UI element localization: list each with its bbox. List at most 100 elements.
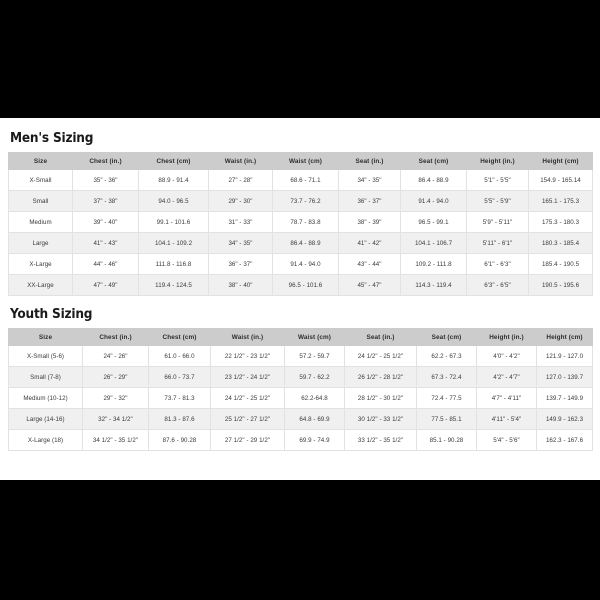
letterbox-bottom: [0, 480, 600, 600]
column-header-waist-cm: Waist (cm): [284, 328, 345, 346]
cell-chest-cm: 104.1 - 109.2: [138, 232, 209, 254]
cell-size: X-Large: [8, 253, 73, 275]
cell-seat-in: 26 1/2" - 28 1/2": [344, 366, 417, 388]
letterbox-top: [0, 0, 600, 118]
cell-chest-in: 35" - 36": [72, 169, 139, 191]
cell-seat-in: 24 1/2" - 25 1/2": [344, 345, 417, 367]
cell-waist-in: 31" - 33": [208, 211, 273, 233]
cell-height-cm: 154.9 - 165.14: [528, 169, 593, 191]
cell-waist-cm: 69.9 - 74.9: [284, 429, 345, 451]
cell-seat-cm: 109.2 - 111.8: [400, 253, 467, 275]
cell-waist-cm: 68.6 - 71.1: [272, 169, 339, 191]
column-header-height-cm: Height (cm): [528, 152, 593, 170]
section-title-youth: Youth Sizing: [10, 306, 93, 322]
table-row: X-Large (18) 34 1/2" - 35 1/2" 87.6 - 90…: [8, 429, 593, 451]
cell-chest-in: 26" - 29": [82, 366, 149, 388]
cell-waist-in: 25 1/2" - 27 1/2": [210, 408, 285, 430]
column-header-seat-cm: Seat (cm): [400, 152, 467, 170]
cell-height-in: 5'4" - 5'6": [476, 429, 537, 451]
table-header-row: Size Chest (in.) Chest (cm) Waist (in.) …: [8, 328, 593, 346]
cell-seat-in: 45" - 47": [338, 274, 401, 296]
mens-table-header: Size Chest (in.) Chest (cm) Waist (in.) …: [8, 152, 593, 170]
table-row: XX-Large 47" - 49" 119.4 - 124.5 38" - 4…: [8, 274, 593, 296]
cell-chest-cm: 66.0 - 73.7: [148, 366, 211, 388]
cell-waist-cm: 62.2-64.8: [284, 387, 345, 409]
column-header-waist-in: Waist (in.): [208, 152, 273, 170]
cell-height-in: 5'5" - 5'9": [466, 190, 529, 212]
cell-chest-cm: 94.0 - 96.5: [138, 190, 209, 212]
cell-seat-in: 38" - 39": [338, 211, 401, 233]
cell-chest-in: 41" - 43": [72, 232, 139, 254]
cell-height-cm: 185.4 - 190.5: [528, 253, 593, 275]
cell-waist-in: 23 1/2" - 24 1/2": [210, 366, 285, 388]
column-header-chest-in: Chest (in.): [72, 152, 139, 170]
column-header-waist-in: Waist (in.): [210, 328, 285, 346]
cell-seat-in: 28 1/2" - 30 1/2": [344, 387, 417, 409]
cell-waist-in: 38" - 40": [208, 274, 273, 296]
cell-waist-in: 22 1/2" - 23 1/2": [210, 345, 285, 367]
column-header-chest-cm: Chest (cm): [148, 328, 211, 346]
cell-height-cm: 162.3 - 167.6: [536, 429, 593, 451]
cell-chest-cm: 119.4 - 124.5: [138, 274, 209, 296]
column-header-seat-in: Seat (in.): [338, 152, 401, 170]
cell-waist-in: 29" - 30": [208, 190, 273, 212]
cell-seat-cm: 91.4 - 94.0: [400, 190, 467, 212]
mens-sizing-table: Size Chest (in.) Chest (cm) Waist (in.) …: [8, 152, 593, 296]
cell-size: Large (14-16): [8, 408, 83, 430]
section-mens-sizing: Men's Sizing Size Chest (in.) Chest (cm)…: [8, 130, 593, 296]
table-row: X-Small (5-6) 24" - 26" 61.0 - 66.0 22 1…: [8, 345, 593, 367]
cell-height-in: 6'3" - 6'5": [466, 274, 529, 296]
column-header-size: Size: [8, 328, 83, 346]
cell-seat-cm: 62.2 - 67.3: [416, 345, 477, 367]
cell-waist-cm: 57.2 - 59.7: [284, 345, 345, 367]
cell-chest-cm: 88.9 - 91.4: [138, 169, 209, 191]
cell-seat-in: 43" - 44": [338, 253, 401, 275]
cell-size: Large: [8, 232, 73, 254]
cell-chest-cm: 87.6 - 90.28: [148, 429, 211, 451]
cell-height-cm: 165.1 - 175.3: [528, 190, 593, 212]
cell-chest-in: 47" - 49": [72, 274, 139, 296]
cell-chest-cm: 99.1 - 101.6: [138, 211, 209, 233]
column-header-seat-in: Seat (in.): [344, 328, 417, 346]
cell-waist-cm: 91.4 - 94.0: [272, 253, 339, 275]
cell-size: X-Small (5-6): [8, 345, 83, 367]
youth-table-header: Size Chest (in.) Chest (cm) Waist (in.) …: [8, 328, 593, 346]
cell-seat-in: 33 1/2" - 35 1/2": [344, 429, 417, 451]
youth-sizing-table: Size Chest (in.) Chest (cm) Waist (in.) …: [8, 328, 593, 451]
cell-size: Small (7-8): [8, 366, 83, 388]
cell-seat-cm: 86.4 - 88.9: [400, 169, 467, 191]
cell-chest-cm: 81.3 - 87.6: [148, 408, 211, 430]
cell-waist-cm: 59.7 - 62.2: [284, 366, 345, 388]
table-row: X-Large 44" - 46" 111.8 - 116.8 36" - 37…: [8, 253, 593, 275]
cell-seat-in: 36" - 37": [338, 190, 401, 212]
cell-chest-cm: 73.7 - 81.3: [148, 387, 211, 409]
cell-seat-in: 34" - 35": [338, 169, 401, 191]
cell-waist-cm: 73.7 - 76.2: [272, 190, 339, 212]
sizing-chart-content: Men's Sizing Size Chest (in.) Chest (cm)…: [0, 118, 600, 480]
cell-size: X-Small: [8, 169, 73, 191]
cell-height-cm: 175.3 - 180.3: [528, 211, 593, 233]
cell-height-cm: 190.5 - 195.6: [528, 274, 593, 296]
column-header-height-cm: Height (cm): [536, 328, 593, 346]
cell-chest-cm: 111.8 - 116.8: [138, 253, 209, 275]
table-row: Small 37" - 38" 94.0 - 96.5 29" - 30" 73…: [8, 190, 593, 212]
column-header-seat-cm: Seat (cm): [416, 328, 477, 346]
cell-size: Small: [8, 190, 73, 212]
cell-chest-in: 39" - 40": [72, 211, 139, 233]
cell-height-in: 4'2" - 4'7": [476, 366, 537, 388]
youth-table-body: X-Small (5-6) 24" - 26" 61.0 - 66.0 22 1…: [8, 345, 593, 451]
cell-waist-cm: 64.8 - 69.9: [284, 408, 345, 430]
cell-height-in: 5'9" - 5'11": [466, 211, 529, 233]
cell-height-cm: 127.0 - 139.7: [536, 366, 593, 388]
cell-size: Medium: [8, 211, 73, 233]
cell-size: XX-Large: [8, 274, 73, 296]
column-header-waist-cm: Waist (cm): [272, 152, 339, 170]
cell-seat-cm: 85.1 - 90.28: [416, 429, 477, 451]
cell-chest-cm: 61.0 - 66.0: [148, 345, 211, 367]
cell-height-in: 6'1" - 6'3": [466, 253, 529, 275]
section-youth-sizing: Youth Sizing Size Chest (in.) Chest (cm)…: [8, 306, 593, 451]
cell-height-in: 5'11" - 6'1": [466, 232, 529, 254]
table-row: Large (14-16) 32" - 34 1/2" 81.3 - 87.6 …: [8, 408, 593, 430]
table-row: X-Small 35" - 36" 88.9 - 91.4 27" - 28" …: [8, 169, 593, 191]
cell-seat-cm: 77.5 - 85.1: [416, 408, 477, 430]
